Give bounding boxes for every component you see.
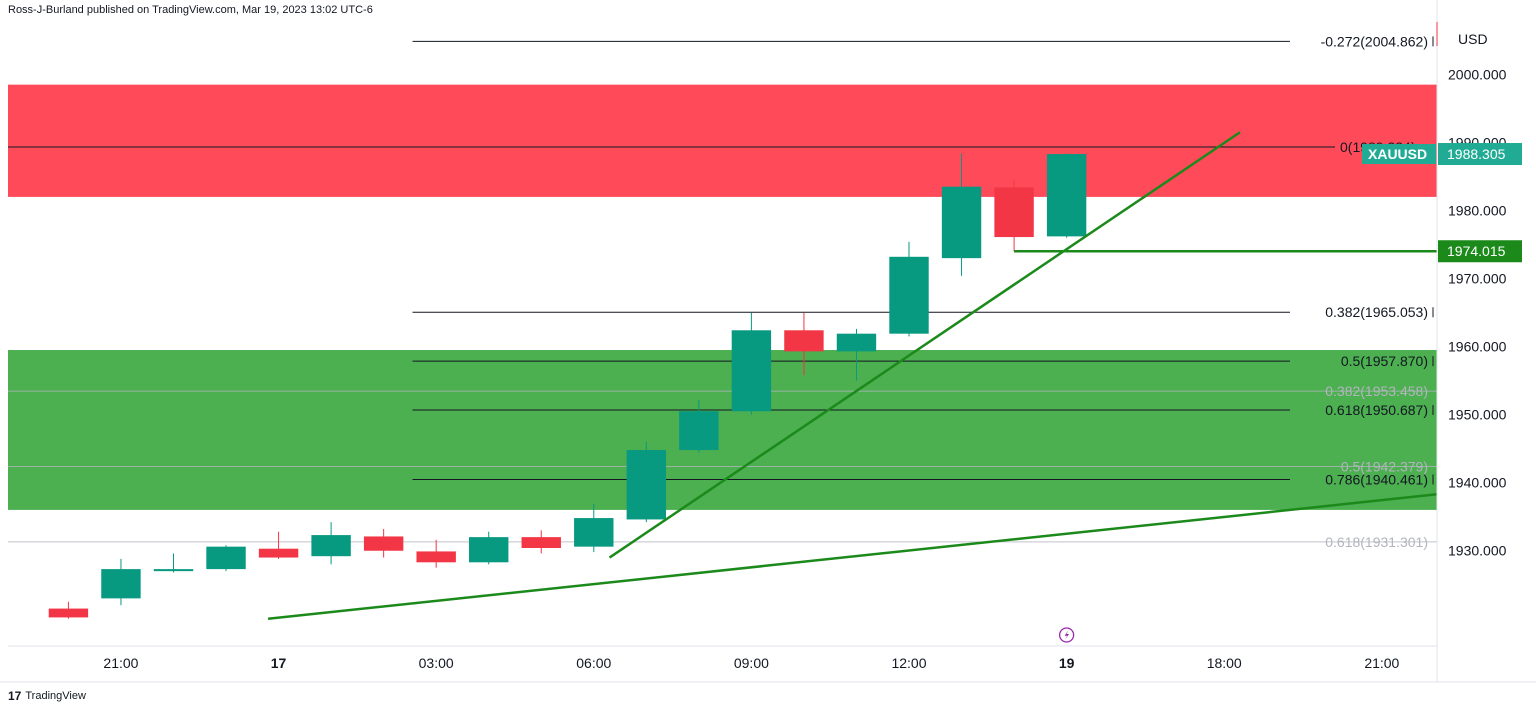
fib-levels-layer: -0.272(2004.862)0(1989.334)0.382(1965.05…: [8, 33, 1437, 550]
lightning-bolt-icon: [1064, 630, 1070, 640]
candle-body: [836, 333, 877, 352]
x-tick-label: 09:00: [734, 655, 769, 671]
candle-body: [416, 551, 456, 563]
trendlines-layer: [267, 131, 1438, 621]
x-tick-label: 12:00: [891, 655, 926, 671]
symbol-badge-label: XAUUSD: [1368, 146, 1427, 162]
currency-label: USD: [1458, 31, 1488, 47]
candle-body: [626, 450, 667, 520]
candle-body: [521, 537, 561, 549]
long-trendline: [267, 493, 1438, 621]
fib-label: 0.382(1953.458): [1325, 383, 1428, 399]
level-badge: [1438, 240, 1522, 263]
overlay-layer: XAUUSD 1988.305 1974.015: [1058, 143, 1522, 643]
candle-body: [469, 537, 509, 563]
fib-label: 0.618(1931.301): [1325, 534, 1428, 550]
publisher-header: Ross-J-Burland published on TradingView.…: [8, 4, 373, 16]
y-tick-label: 1970.000: [1448, 271, 1507, 287]
candle-body: [994, 187, 1034, 238]
y-tick-label: 1980.000: [1448, 203, 1507, 219]
y-tick-label: 2000.000: [1448, 66, 1507, 82]
fib-label: 0.786(1940.461): [1325, 472, 1428, 488]
fib-label: 0.618(1950.687): [1325, 402, 1428, 418]
candle-body: [731, 330, 772, 412]
steep-trendline: [608, 131, 1241, 559]
y-tick-label: 1930.000: [1448, 543, 1507, 559]
candle-body: [258, 548, 299, 558]
tradingview-footer[interactable]: 17 TradingView: [8, 689, 86, 703]
candle-body: [153, 569, 194, 572]
support-zone: [8, 350, 1437, 510]
candle-body: [48, 608, 89, 618]
x-tick-label: 19: [1059, 655, 1075, 671]
price-badge: [1438, 143, 1522, 166]
fib-label: 0.5(1942.379): [1341, 459, 1428, 475]
candle-body: [311, 535, 351, 557]
symbol-badge: [1362, 144, 1436, 165]
tradingview-brand: TradingView: [25, 690, 86, 702]
level-badge-label: 1974.015: [1447, 243, 1506, 259]
x-tick-label: 21:00: [1364, 655, 1399, 671]
candle-body: [889, 256, 929, 334]
candle-body: [574, 518, 614, 547]
candle-body: [101, 569, 141, 599]
x-tick-label: 18:00: [1207, 655, 1242, 671]
fib-label: -0.272(2004.862): [1321, 33, 1428, 49]
resistance-zone: [8, 84, 1437, 197]
candle-body: [206, 546, 246, 570]
zones-layer: [8, 84, 1437, 510]
candles-layer: [48, 153, 1087, 619]
price-badge-label: 1988.305: [1447, 146, 1506, 162]
lightning-event-icon: [1058, 627, 1075, 643]
fib-label: 0.382(1965.053): [1325, 304, 1428, 320]
price-chart[interactable]: -0.272(2004.862)0(1989.334)0.382(1965.05…: [0, 0, 1536, 690]
candle-body: [784, 330, 824, 352]
x-tick-label: 17: [271, 655, 287, 671]
x-tick-label: 06:00: [576, 655, 611, 671]
y-tick-label: 1950.000: [1448, 407, 1507, 423]
x-tick-label: 03:00: [419, 655, 454, 671]
candle-body: [679, 411, 719, 451]
y-tick-label: 1960.000: [1448, 339, 1507, 355]
tradingview-logo-icon: 17: [8, 689, 22, 703]
x-tick-label: 21:00: [103, 655, 138, 671]
axes-layer: USD2000.0001990.0001980.0001970.0001960.…: [0, 0, 1536, 683]
y-tick-label: 1940.000: [1448, 475, 1507, 491]
candle-body: [1046, 154, 1087, 237]
candle-body: [941, 186, 982, 259]
fib-label: 0.5(1957.870): [1341, 353, 1428, 369]
candle-body: [363, 536, 404, 551]
